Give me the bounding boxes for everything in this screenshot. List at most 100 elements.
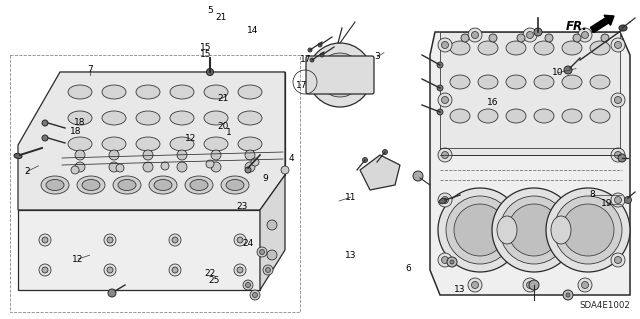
Circle shape [42,120,48,126]
Circle shape [523,278,537,292]
Circle shape [446,196,514,264]
Ellipse shape [478,41,498,55]
Circle shape [563,290,573,300]
Text: SDA4E1002: SDA4E1002 [579,301,630,310]
Circle shape [177,150,187,160]
Circle shape [251,158,259,166]
Circle shape [169,264,181,276]
Ellipse shape [204,85,228,99]
Circle shape [234,264,246,276]
Ellipse shape [170,137,194,151]
Polygon shape [360,155,400,190]
Circle shape [611,93,625,107]
Polygon shape [440,32,620,155]
Ellipse shape [238,137,262,151]
Circle shape [447,257,457,267]
Circle shape [259,249,264,255]
Ellipse shape [562,41,582,55]
Polygon shape [60,72,285,175]
Ellipse shape [478,109,498,123]
Circle shape [263,265,273,275]
Text: 25: 25 [209,276,220,285]
Ellipse shape [534,75,554,89]
Circle shape [207,69,214,76]
Circle shape [116,164,124,172]
Circle shape [492,188,576,272]
Circle shape [246,283,250,287]
Circle shape [75,162,85,172]
Circle shape [104,264,116,276]
FancyBboxPatch shape [306,56,374,94]
Circle shape [42,267,48,273]
Text: 10: 10 [552,68,564,77]
Circle shape [517,34,525,42]
Circle shape [318,43,322,47]
Polygon shape [430,32,630,295]
Circle shape [527,32,534,39]
Circle shape [71,166,79,174]
Circle shape [320,53,324,57]
Ellipse shape [190,180,208,190]
Ellipse shape [590,41,610,55]
Circle shape [237,267,243,273]
Text: 13: 13 [454,285,465,294]
Circle shape [42,135,48,141]
Circle shape [281,166,289,174]
Text: 2: 2 [24,167,29,176]
Ellipse shape [102,85,126,99]
Circle shape [267,250,277,260]
Circle shape [442,97,449,103]
Circle shape [472,32,479,39]
Ellipse shape [506,109,526,123]
Circle shape [545,34,553,42]
Polygon shape [18,210,260,290]
Circle shape [107,237,113,243]
Ellipse shape [185,176,213,194]
Text: 16: 16 [487,98,499,107]
Ellipse shape [14,153,22,159]
Ellipse shape [102,137,126,151]
Circle shape [611,193,625,207]
Circle shape [177,162,187,172]
Text: 7: 7 [87,65,92,74]
Ellipse shape [170,111,194,125]
Circle shape [234,234,246,246]
Circle shape [527,281,534,288]
Text: 19: 19 [601,199,612,208]
Circle shape [245,167,251,173]
Circle shape [611,38,625,52]
Ellipse shape [562,109,582,123]
Text: 17: 17 [296,81,308,90]
Text: 14: 14 [247,26,259,35]
Circle shape [257,247,267,257]
Circle shape [614,152,621,159]
Circle shape [625,197,632,204]
Circle shape [413,171,423,181]
Ellipse shape [562,75,582,89]
Text: FR.: FR. [566,19,588,33]
Circle shape [266,268,271,272]
Ellipse shape [68,111,92,125]
Text: 24: 24 [243,239,254,248]
Circle shape [618,154,626,162]
Ellipse shape [590,75,610,89]
Ellipse shape [77,176,105,194]
Circle shape [104,234,116,246]
Circle shape [450,260,454,264]
Circle shape [308,43,372,107]
Text: 9: 9 [263,174,268,182]
Circle shape [108,289,116,297]
Ellipse shape [136,137,160,151]
Circle shape [611,148,625,162]
Circle shape [161,162,169,170]
Text: 11: 11 [345,193,356,202]
Text: 21: 21 [217,94,228,103]
Circle shape [472,281,479,288]
Ellipse shape [118,180,136,190]
Circle shape [109,162,119,172]
Circle shape [437,85,443,91]
Circle shape [245,150,255,160]
Circle shape [437,109,443,115]
Circle shape [75,150,85,160]
Circle shape [245,162,255,172]
